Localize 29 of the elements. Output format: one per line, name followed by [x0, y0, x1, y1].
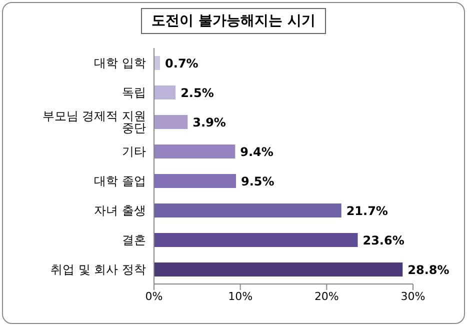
bar	[154, 144, 236, 158]
bar	[154, 174, 236, 188]
y-tick-label: 부모님 경제적 지원 중단	[42, 109, 146, 136]
y-tick-label: 독립	[122, 86, 146, 100]
y-tick-label: 기타	[122, 144, 146, 159]
data-label: 23.6%	[362, 233, 404, 248]
bar	[154, 262, 403, 276]
x-tick-label: 30%	[400, 290, 426, 303]
bar	[154, 86, 176, 100]
data-label: 28.8%	[408, 262, 450, 277]
data-label: 0.7%	[165, 56, 198, 70]
y-tick-label: 취업 및 회사 정착	[50, 262, 146, 277]
chart-title: 도전이 불가능해지는 시기	[140, 8, 326, 34]
data-label: 9.5%	[241, 174, 274, 188]
bar	[154, 115, 188, 129]
x-tick-label: 10%	[228, 290, 253, 303]
bar	[154, 233, 358, 247]
bar	[154, 56, 160, 70]
data-label: 9.4%	[240, 144, 274, 159]
y-tick-label: 대학 입학	[94, 56, 146, 70]
y-tick-label: 결혼	[122, 233, 146, 248]
y-tick-label: 대학 졸업	[94, 174, 146, 188]
data-label: 2.5%	[180, 86, 214, 100]
x-tick-label: 0%	[145, 290, 163, 303]
bar	[154, 204, 342, 218]
data-label: 3.9%	[192, 115, 226, 130]
x-tick-label: 20%	[314, 290, 339, 303]
y-tick-label: 자녀 출생	[94, 204, 146, 218]
data-label: 21.7%	[346, 204, 388, 218]
